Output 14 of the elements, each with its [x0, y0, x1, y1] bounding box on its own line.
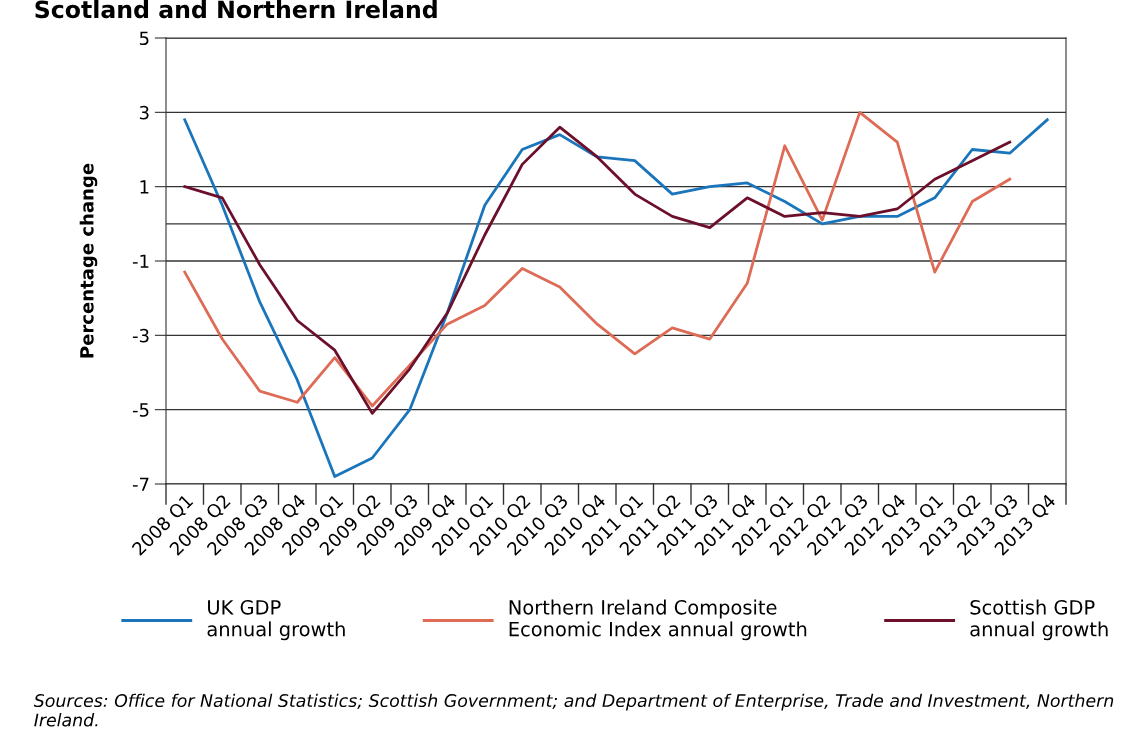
source-note: Sources: Office for National Statistics; Scottish Government; and Department of Enterprise, Trade and Investment, Northern Ireland.	[33, 693, 1114, 727]
y-tick-label: -3	[132, 328, 149, 343]
chart-title: Scotland and Northern Ireland	[35, 0, 437, 19]
y-tick-label: -7	[132, 477, 149, 491]
y-tick-label: -1	[132, 254, 149, 268]
y-tick-label: 1	[140, 180, 149, 194]
line-series	[183, 118, 1049, 478]
y-tick-label: 3	[139, 105, 149, 120]
legend-label: Northern Ireland Composite Economic Index annual growth	[509, 599, 807, 641]
legend-label: UK GDP annual growth	[207, 599, 345, 641]
y-tick-label: 5	[139, 31, 149, 46]
y-tick-label: -5	[132, 403, 149, 417]
legend-label: Scottish GDP annual growth	[970, 599, 1108, 641]
y-axis-title: Percentage change	[79, 163, 98, 358]
